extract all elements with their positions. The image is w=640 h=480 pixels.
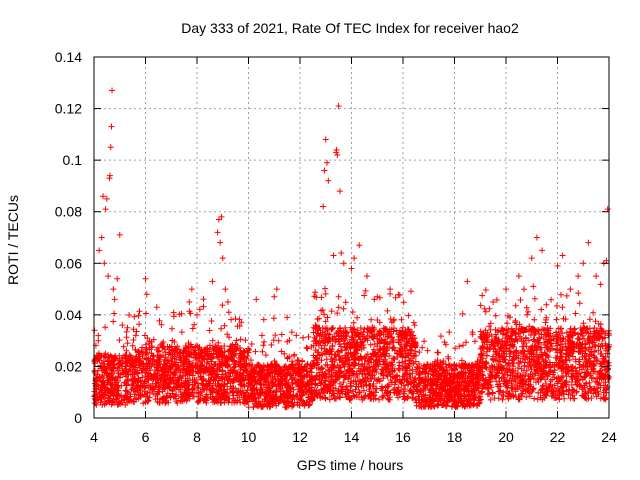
data-point <box>603 257 610 264</box>
data-point <box>209 278 216 285</box>
data-point <box>219 255 226 262</box>
data-point <box>374 293 381 300</box>
data-point <box>503 286 509 293</box>
data-point <box>116 231 123 238</box>
data-point <box>217 239 224 246</box>
data-point <box>111 296 118 303</box>
data-point <box>108 123 115 130</box>
data-point <box>325 177 332 184</box>
x-tick-label: 14 <box>344 429 360 445</box>
data-point <box>143 291 150 298</box>
data-point <box>124 324 131 331</box>
data-point <box>333 149 340 156</box>
y-tick-label: 0.12 <box>55 101 82 117</box>
y-tick-label: 0.1 <box>63 152 83 168</box>
data-point <box>218 213 225 220</box>
data-point <box>106 172 113 179</box>
y-tick-label: 0.14 <box>55 49 82 65</box>
data-point <box>567 286 574 293</box>
data-point <box>464 278 471 285</box>
y-tick-label: 0 <box>74 410 82 426</box>
data-point <box>100 193 107 200</box>
data-point <box>214 229 221 236</box>
data-point <box>351 255 358 262</box>
data-point <box>186 298 193 305</box>
data-point <box>107 144 114 151</box>
data-point <box>539 247 546 254</box>
data-point <box>110 286 117 293</box>
y-tick-label: 0.06 <box>55 255 82 271</box>
data-point <box>554 262 561 269</box>
x-tick-label: 22 <box>550 429 566 445</box>
data-point <box>528 255 535 262</box>
y-axis-label: ROTI / TECUs <box>5 195 21 285</box>
data-point <box>109 87 116 94</box>
y-tick-label: 0.04 <box>55 307 82 323</box>
data-point <box>102 206 109 213</box>
data-point <box>363 273 370 280</box>
data-point <box>273 286 280 293</box>
data-point <box>580 260 587 267</box>
y-tick-label: 0.08 <box>55 204 82 220</box>
data-point <box>604 206 611 213</box>
data-point <box>253 296 260 303</box>
chart-title: Day 333 of 2021, Rate Of TEC Index for r… <box>181 20 519 36</box>
data-point <box>324 159 331 166</box>
data-point <box>142 275 149 282</box>
data-point <box>333 146 340 153</box>
data-point <box>533 234 540 241</box>
data-point <box>98 234 105 241</box>
data-point <box>96 247 103 254</box>
data-point <box>101 260 108 267</box>
data-point <box>559 252 566 259</box>
data-point <box>103 195 110 202</box>
data-point <box>575 273 582 280</box>
data-point <box>129 342 136 349</box>
x-tick-label: 20 <box>498 429 514 445</box>
data-point <box>105 273 112 280</box>
data-point <box>321 167 328 174</box>
x-axis-label: GPS time / hours <box>297 457 404 473</box>
data-point <box>336 188 343 195</box>
data-point <box>194 311 200 318</box>
data-point <box>330 252 337 259</box>
x-tick-label: 6 <box>142 429 150 445</box>
data-point <box>114 275 121 282</box>
data-point <box>271 293 278 300</box>
axis-ticks: 4 6 8 10 12 14 16 18 20 22 24 0 0.02 0.04 0.06 0.08 0.1 0… <box>55 49 617 445</box>
data-point <box>334 151 341 158</box>
data-point <box>284 314 291 321</box>
x-tick-label: 18 <box>447 429 463 445</box>
data-points <box>91 87 612 411</box>
data-point <box>356 242 363 249</box>
data-point <box>215 216 222 223</box>
data-point <box>119 322 126 329</box>
x-tick-label: 8 <box>193 429 201 445</box>
data-point <box>224 298 231 305</box>
data-point <box>322 136 329 143</box>
x-tick-label: 24 <box>601 429 617 445</box>
y-tick-label: 0.02 <box>55 358 82 374</box>
data-point <box>585 239 592 246</box>
x-tick-label: 16 <box>395 429 411 445</box>
data-point <box>188 286 195 293</box>
x-tick-label: 10 <box>241 429 257 445</box>
data-point <box>338 249 345 256</box>
data-point <box>490 298 497 305</box>
data-point <box>106 175 113 182</box>
data-point-cloud <box>91 281 612 411</box>
data-point <box>348 265 355 272</box>
x-tick-label: 12 <box>292 429 308 445</box>
x-tick-label: 4 <box>90 429 98 445</box>
data-point <box>593 273 600 280</box>
data-point <box>515 273 522 280</box>
data-point <box>335 102 342 109</box>
data-point <box>320 203 327 210</box>
data-point <box>340 260 347 267</box>
data-point <box>222 286 229 293</box>
